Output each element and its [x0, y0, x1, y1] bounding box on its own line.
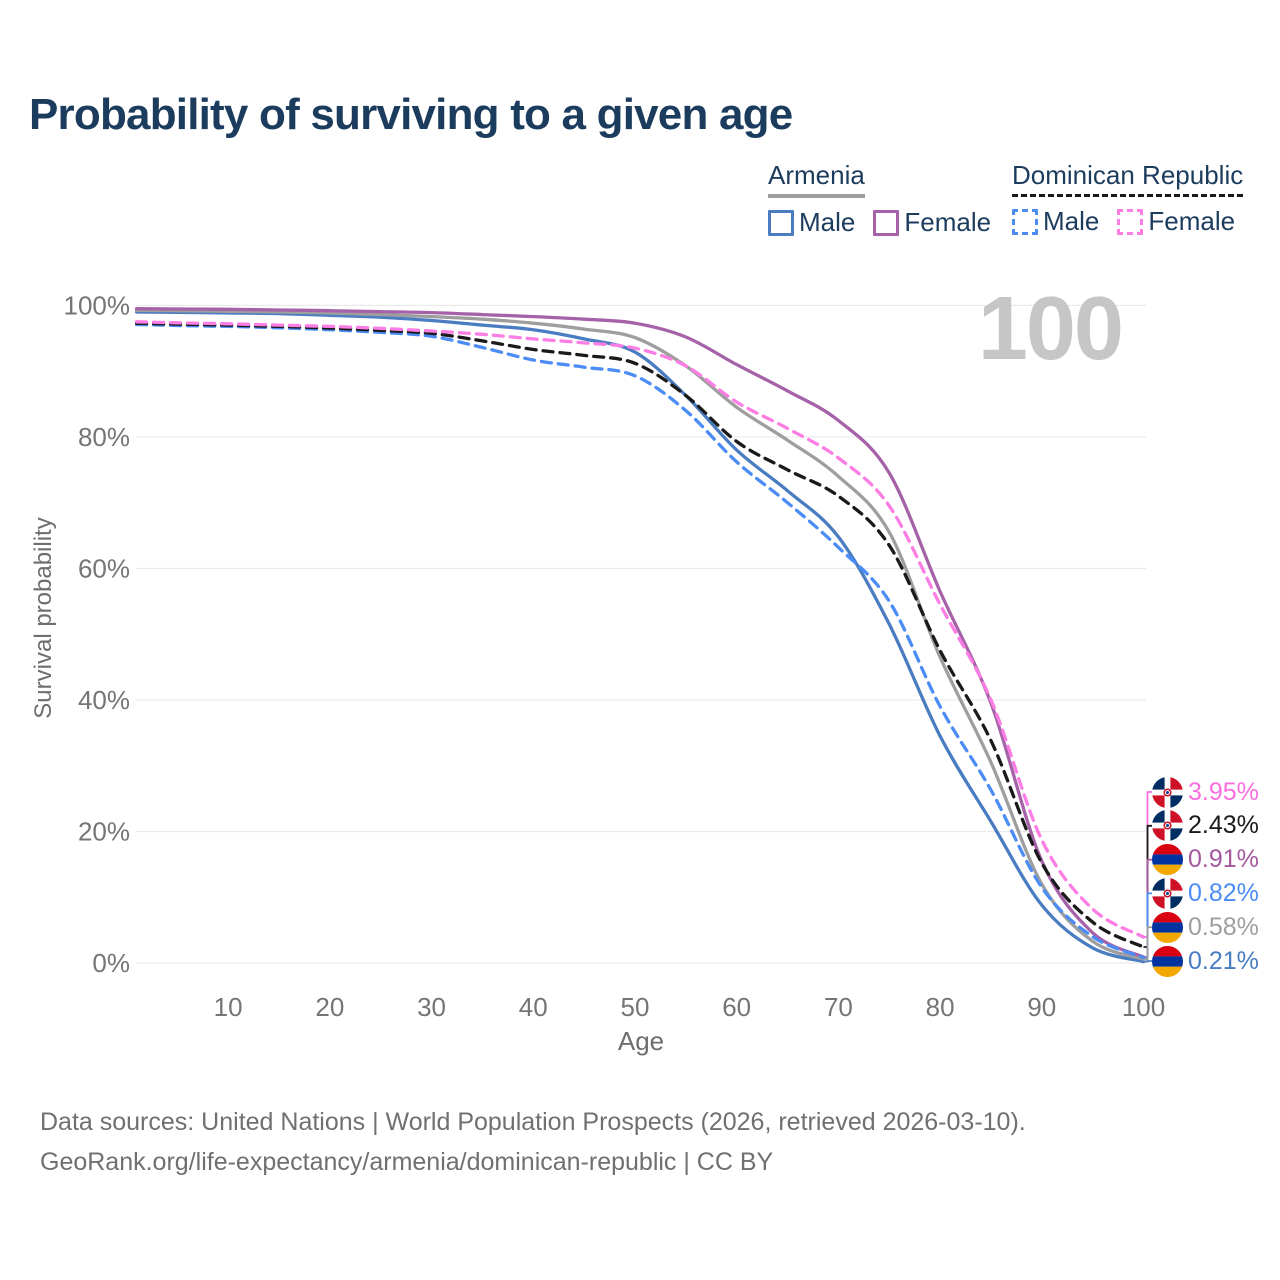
legend-group-dominican-republic: Dominican Republic Male Female: [1012, 160, 1253, 237]
series-line-dominican-republic-male[interactable]: [134, 322, 1146, 960]
legend-item-dr-male[interactable]: Male: [1012, 206, 1099, 237]
y-tick-label: 20%: [78, 816, 130, 846]
end-label-row-armenia-total: 0.58%: [1152, 910, 1259, 944]
end-label-connector: [1143, 892, 1152, 959]
end-label-row-armenia-female: 0.91%: [1152, 843, 1259, 877]
age-counter-watermark: 100: [977, 279, 1124, 379]
legend-item-label: Female: [1148, 206, 1236, 236]
legend-item-label: Male: [1043, 206, 1100, 236]
end-label-row-armenia-male: 0.21%: [1152, 944, 1259, 978]
armenia-flag-icon: [1152, 911, 1183, 943]
x-tick-label: 30: [417, 992, 446, 1022]
legend-header-armenia[interactable]: Armenia: [768, 160, 865, 198]
legend-item-armenia-female[interactable]: Female: [873, 207, 991, 238]
legend-header-dominican-republic[interactable]: Dominican Republic: [1012, 160, 1244, 197]
x-tick-label: 70: [824, 992, 853, 1022]
armenia-flag-icon: [1152, 945, 1183, 977]
series-line-dominican-republic-female[interactable]: [134, 320, 1146, 939]
legend-item-armenia-male[interactable]: Male: [768, 207, 855, 238]
end-label-connector: [1143, 960, 1152, 963]
y-axis-title: Survival probability: [30, 517, 57, 719]
dominican-republic-flag-icon: [1152, 776, 1183, 808]
end-label-value: 0.21%: [1188, 946, 1259, 975]
x-tick-label: 40: [519, 992, 548, 1022]
legend-item-dr-female[interactable]: Female: [1117, 206, 1235, 237]
x-tick-label: 50: [621, 992, 650, 1022]
x-tick-label: 100: [1122, 992, 1165, 1022]
end-label-value: 3.95%: [1188, 777, 1259, 806]
armenia-flag-icon: [1152, 844, 1183, 876]
y-tick-label: 100%: [64, 290, 131, 320]
end-label-value: 2.43%: [1188, 811, 1259, 840]
end-label-row-dr-female: 3.95%: [1152, 775, 1259, 809]
end-label-connector: [1143, 926, 1152, 961]
dominican-republic-flag-icon: [1152, 810, 1183, 842]
legend-group-armenia: Armenia Male Female: [768, 160, 1009, 238]
page-title: Probability of surviving to a given age: [29, 90, 793, 139]
end-label-value: 0.91%: [1188, 845, 1259, 874]
data-sources-line: Data sources: United Nations | World Pop…: [40, 1108, 1026, 1136]
series-line-armenia-female[interactable]: [134, 307, 1146, 959]
y-tick-label: 80%: [78, 422, 130, 452]
end-label-value: 0.58%: [1188, 912, 1259, 941]
armenia-female-swatch-icon: [873, 209, 900, 236]
end-label-row-dr-male: 0.82%: [1152, 876, 1259, 910]
y-tick-label: 40%: [78, 685, 130, 715]
end-label-value: 0.82%: [1188, 878, 1259, 907]
x-tick-label: 90: [1027, 992, 1056, 1022]
dominican-republic-flag-icon: [1152, 877, 1183, 909]
armenia-male-swatch-icon: [768, 209, 794, 236]
dr-female-swatch-icon: [1117, 208, 1144, 235]
legend-item-label: Female: [904, 207, 992, 237]
x-tick-label: 20: [315, 992, 344, 1022]
series-line-armenia-total[interactable]: [134, 308, 1146, 961]
dr-male-swatch-icon: [1012, 208, 1038, 235]
legend-item-label: Male: [799, 207, 856, 237]
series-line-armenia-male[interactable]: [134, 310, 1146, 964]
end-label-row-dr-total: 2.43%: [1152, 809, 1259, 843]
attribution-line[interactable]: GeoRank.org/life-expectancy/armenia/domi…: [40, 1148, 774, 1176]
x-tick-label: 80: [926, 992, 955, 1022]
x-tick-label: 60: [722, 992, 751, 1022]
x-axis-title: Age: [617, 1026, 665, 1056]
series-line-dominican-republic-total[interactable]: [134, 321, 1146, 949]
x-tick-label: 10: [214, 992, 243, 1022]
y-tick-label: 0%: [92, 948, 130, 978]
y-tick-label: 60%: [78, 553, 130, 583]
